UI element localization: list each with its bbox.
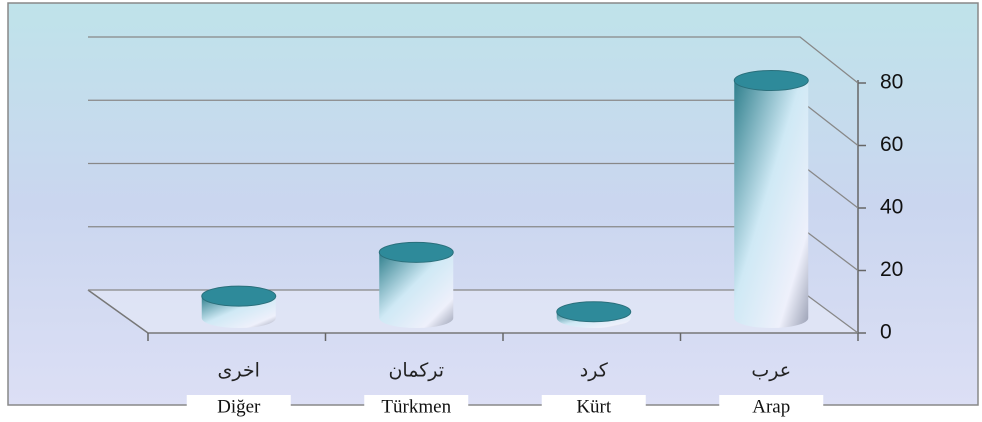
- label-box: [186, 395, 291, 419]
- label-box: [541, 395, 646, 419]
- category-translation: Arap: [752, 396, 790, 417]
- category-label: كرد: [580, 360, 609, 382]
- cylinder-body: [379, 252, 454, 329]
- grid-line: [88, 36, 859, 84]
- cylinder-body: [734, 80, 809, 329]
- cylinder: [378, 241, 454, 329]
- category-translation: Diğer: [217, 396, 261, 417]
- category-label: عرب: [751, 360, 791, 382]
- cylinder: [201, 285, 277, 329]
- category-label: تركمان: [388, 360, 444, 382]
- label-box: [364, 395, 469, 419]
- floor: [88, 290, 858, 333]
- y-tick-label: 40: [880, 196, 903, 219]
- category-translation: Türkmen: [381, 396, 451, 417]
- plot-background: [7, 2, 979, 406]
- category-translation: Kürt: [576, 396, 612, 417]
- cylinder: [733, 70, 809, 329]
- y-tick-label: 20: [880, 258, 903, 281]
- cylinder-top: [201, 285, 277, 307]
- category-label: اخرى: [218, 360, 260, 382]
- label-box: [719, 395, 824, 419]
- y-tick-label: 80: [880, 71, 903, 94]
- cylinder: [556, 301, 632, 329]
- y-tick-label: 60: [880, 133, 903, 156]
- y-tick-label: 0: [880, 321, 892, 344]
- cylinder-top: [378, 241, 454, 263]
- cylinder-top: [556, 301, 632, 323]
- cylinder-top: [733, 70, 809, 91]
